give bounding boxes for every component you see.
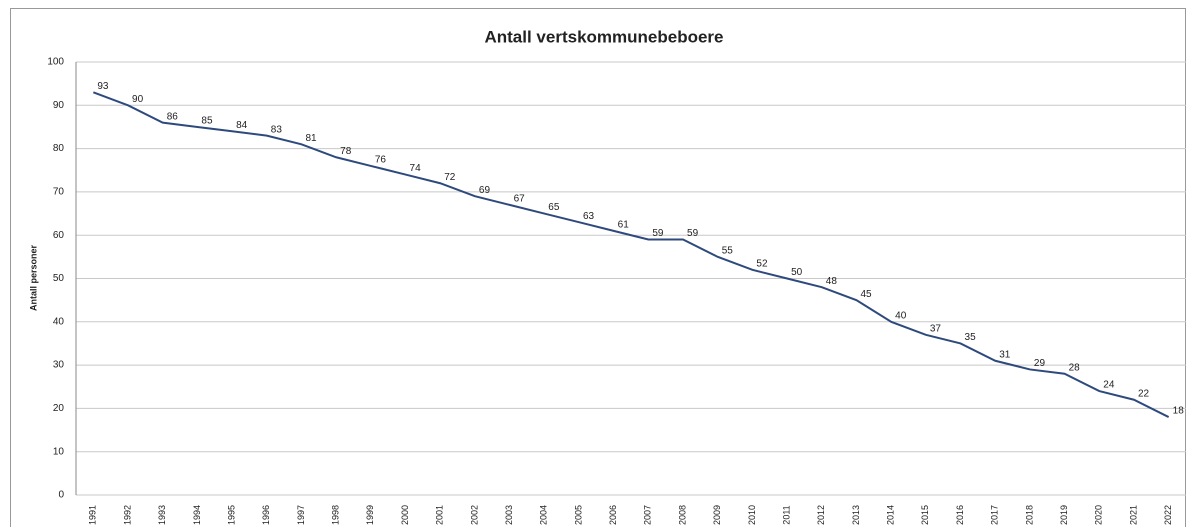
data-label: 22 <box>1138 388 1150 399</box>
x-tick-label: 1995 <box>226 505 236 525</box>
x-tick-label: 1999 <box>365 505 375 525</box>
y-tick-label: 40 <box>53 316 65 327</box>
x-tick-label: 2019 <box>1059 505 1069 525</box>
data-label: 81 <box>305 133 317 144</box>
data-label: 85 <box>201 116 213 127</box>
x-tick-label: 1991 <box>88 505 98 525</box>
data-label: 40 <box>895 310 907 321</box>
data-label: 74 <box>410 163 422 174</box>
data-label: 72 <box>444 172 456 183</box>
x-tick-label: 2001 <box>435 505 445 525</box>
data-label: 61 <box>618 220 630 231</box>
data-label: 76 <box>375 155 387 166</box>
x-tick-label: 2002 <box>469 505 479 525</box>
data-label: 37 <box>930 323 942 334</box>
x-tick-label: 2004 <box>539 505 549 525</box>
x-tick-label: 2022 <box>1163 505 1173 525</box>
x-tick-label: 2021 <box>1128 505 1138 525</box>
y-tick-label: 30 <box>53 360 65 371</box>
y-tick-label: 60 <box>53 230 65 241</box>
x-tick-label: 2000 <box>400 505 410 525</box>
x-tick-label: 2015 <box>920 505 930 525</box>
x-tick-label: 2010 <box>747 505 757 525</box>
x-tick-label: 2020 <box>1094 505 1104 525</box>
data-label: 31 <box>999 349 1011 360</box>
data-label: 84 <box>236 120 248 131</box>
y-tick-label: 0 <box>58 490 64 501</box>
x-tick-label: 2013 <box>851 505 861 525</box>
data-label: 86 <box>167 111 179 122</box>
data-label: 69 <box>479 185 491 196</box>
x-tick-label: 2005 <box>573 505 583 525</box>
data-label: 29 <box>1034 358 1046 369</box>
data-label: 83 <box>271 124 283 135</box>
data-label: 28 <box>1069 362 1081 373</box>
data-label: 52 <box>756 258 768 269</box>
data-label: 67 <box>514 194 526 205</box>
data-label: 24 <box>1103 380 1115 391</box>
x-tick-label: 2016 <box>955 505 965 525</box>
x-tick-label: 1997 <box>296 505 306 525</box>
x-tick-label: 2008 <box>677 505 687 525</box>
x-tick-label: 1994 <box>192 505 202 525</box>
x-tick-label: 2017 <box>990 505 1000 525</box>
x-tick-label: 2012 <box>816 505 826 525</box>
chart-title: Antall vertskommunebeboere <box>484 27 723 46</box>
chart-frame <box>10 8 1186 527</box>
y-tick-label: 10 <box>53 446 65 457</box>
y-tick-label: 100 <box>47 57 64 68</box>
data-label: 93 <box>97 81 109 92</box>
data-label: 45 <box>860 289 872 300</box>
y-tick-label: 80 <box>53 143 65 154</box>
x-tick-label: 2003 <box>504 505 514 525</box>
data-label: 78 <box>340 146 352 157</box>
data-label: 65 <box>548 202 560 213</box>
data-label: 50 <box>791 267 803 278</box>
data-label: 59 <box>687 228 699 239</box>
data-label: 63 <box>583 211 595 222</box>
x-tick-label: 2018 <box>1024 505 1034 525</box>
y-tick-label: 90 <box>53 100 65 111</box>
data-label: 35 <box>965 332 977 343</box>
data-label: 55 <box>722 245 734 256</box>
x-tick-label: 2009 <box>712 505 722 525</box>
y-axis-label: Antall personer <box>28 244 38 311</box>
x-tick-label: 1992 <box>122 505 132 525</box>
y-tick-label: 70 <box>53 187 65 198</box>
x-tick-label: 1993 <box>157 505 167 525</box>
x-tick-label: 1996 <box>261 505 271 525</box>
data-line <box>92 91 1170 418</box>
x-tick-label: 2011 <box>781 505 791 524</box>
y-tick-label: 50 <box>53 273 65 284</box>
data-label: 48 <box>826 276 838 287</box>
x-tick-label: 2007 <box>643 505 653 525</box>
y-tick-label: 20 <box>53 403 65 414</box>
data-label: 90 <box>132 94 144 105</box>
data-label: 18 <box>1173 406 1185 417</box>
x-tick-label: 1998 <box>331 505 341 525</box>
data-label: 59 <box>652 228 664 239</box>
x-tick-label: 2006 <box>608 505 618 525</box>
x-tick-label: 2014 <box>886 505 896 525</box>
